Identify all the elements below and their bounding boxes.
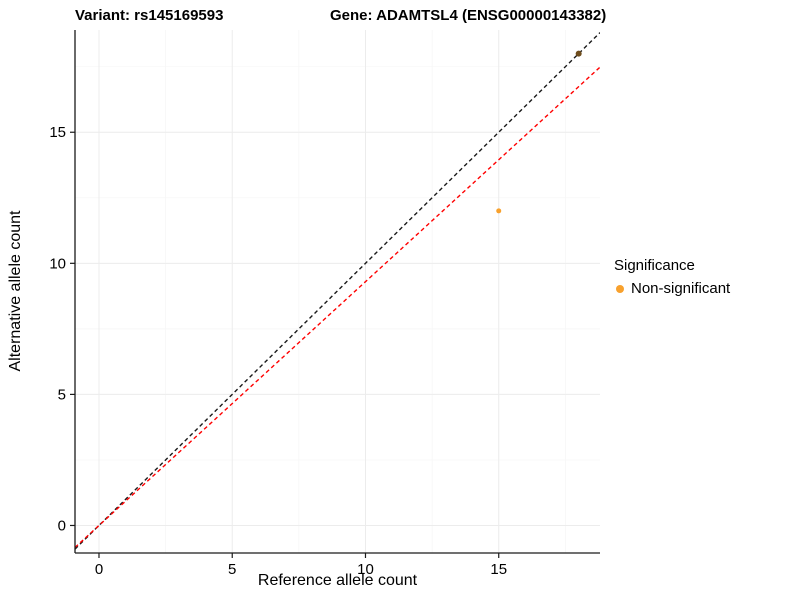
legend-point-icon	[616, 284, 624, 293]
y-axis-label: Alternative allele count	[7, 210, 24, 372]
legend: Significance Non-significant	[614, 257, 730, 297]
data-point	[575, 50, 582, 57]
x-tick-label: 0	[95, 561, 103, 578]
data-point	[496, 208, 502, 214]
x-axis-label: Reference allele count	[257, 572, 418, 589]
x-tick-label: 10	[357, 561, 374, 578]
y-tick-label: 15	[49, 124, 66, 141]
y-tick-label: 0	[58, 517, 66, 534]
plot-title-variant: Variant: rs145169593	[75, 7, 224, 24]
identity-line	[75, 32, 600, 550]
y-tick-label: 10	[49, 255, 66, 272]
plot-title-gene: Gene: ADAMTSL4 (ENSG00000143382)	[330, 7, 607, 24]
x-tick-label: 15	[490, 561, 507, 578]
y-tick-label: 5	[58, 386, 66, 403]
x-tick-label: 5	[228, 561, 236, 578]
legend-item-label: Non-significant	[631, 280, 731, 297]
fit-line	[75, 66, 600, 548]
legend-item-non-significant: Non-significant	[614, 280, 730, 297]
legend-title: Significance	[614, 257, 695, 274]
